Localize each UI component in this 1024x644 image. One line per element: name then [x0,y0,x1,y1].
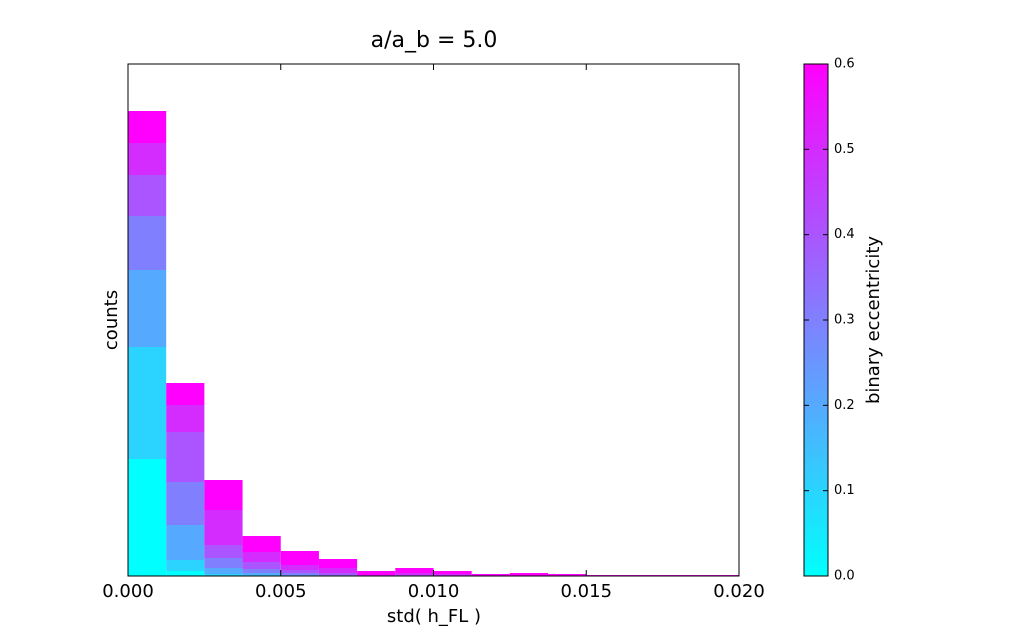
colorbar-tick-label: 0.0 [834,569,855,584]
histogram-bar [204,574,243,576]
histogram-bar [128,270,167,347]
colorbar-tick-label: 0.1 [834,483,855,498]
histogram-bar [280,570,319,573]
histogram-bar [128,216,167,270]
x-tick-label: 0.005 [255,581,307,602]
histogram-bar [242,536,281,552]
histogram-bar [166,560,205,571]
y-axis-label: counts [101,290,122,350]
histogram-bar [395,568,434,573]
histogram-bar [204,568,243,574]
histogram-bar [204,510,243,545]
histogram-bar [242,562,281,569]
histogram-bar [318,568,358,573]
histogram-bar [166,571,205,576]
histogram-bar [433,571,472,574]
histogram-bar [318,573,358,575]
histogram-bar [204,480,243,510]
histogram-bar [280,565,319,570]
histogram-bar [242,573,281,575]
histogram-bar [280,573,319,575]
colorbar-label: binary eccentricity [863,236,884,404]
colorbar-tick-label: 0.4 [834,227,855,242]
colorbar-tick-label: 0.6 [834,57,855,72]
histogram-bar [128,143,167,175]
histogram-bar [166,525,205,560]
colorbar-tick-label: 0.3 [834,313,855,328]
histogram-bar [242,569,281,573]
x-tick-label: 0.020 [713,581,765,602]
histogram-bar [357,571,396,575]
histogram-bar [204,545,243,558]
histogram-bar [280,551,319,565]
histogram-bar [166,405,205,432]
histogram-bar [128,459,167,576]
x-tick-label: 0.015 [560,581,612,602]
histogram-bar [166,383,205,405]
chart-title: a/a_b = 5.0 [371,28,498,53]
histogram-bar [128,347,167,459]
x-tick-label: 0.000 [102,581,154,602]
x-axis-label: std( h_FL ) [387,606,481,627]
histogram-bar [471,574,510,576]
histogram-bar [166,482,205,525]
histogram-bar [548,574,587,576]
histogram-bar [242,552,281,562]
histogram-bar [433,574,472,576]
histogram-bar [128,111,167,143]
colorbar-tick-label: 0.5 [834,142,855,157]
colorbar-tick-label: 0.2 [834,398,855,413]
histogram-bar [318,559,358,568]
histogram-bar [204,558,243,568]
histogram-bar [166,432,205,482]
x-tick-label: 0.010 [408,581,460,602]
histogram-bar [395,573,434,575]
histogram-bar [128,175,167,216]
histogram-bar [509,573,549,576]
